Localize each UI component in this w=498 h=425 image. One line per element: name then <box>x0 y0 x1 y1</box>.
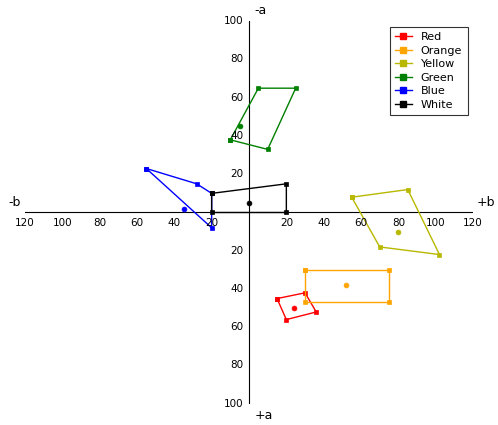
Text: 100: 100 <box>224 399 244 409</box>
Text: 100: 100 <box>426 218 446 228</box>
Text: 20: 20 <box>230 169 244 179</box>
Text: -b: -b <box>9 196 21 209</box>
Text: 40: 40 <box>230 131 244 141</box>
Text: 80: 80 <box>93 218 106 228</box>
Text: 40: 40 <box>230 284 244 294</box>
Text: -a: -a <box>254 4 267 17</box>
Text: 100: 100 <box>52 218 72 228</box>
Text: 120: 120 <box>15 218 35 228</box>
Text: 40: 40 <box>317 218 330 228</box>
Text: 120: 120 <box>463 218 483 228</box>
Text: 100: 100 <box>224 16 244 26</box>
Text: 60: 60 <box>230 322 244 332</box>
Text: +b: +b <box>477 196 496 209</box>
Text: 80: 80 <box>392 218 405 228</box>
Text: 20: 20 <box>280 218 293 228</box>
Text: +a: +a <box>254 409 273 422</box>
Text: 80: 80 <box>230 360 244 371</box>
Text: 60: 60 <box>130 218 143 228</box>
Text: 20: 20 <box>230 246 244 256</box>
Text: 40: 40 <box>168 218 181 228</box>
Text: 60: 60 <box>230 93 244 103</box>
Legend: Red, Orange, Yellow, Green, Blue, White: Red, Orange, Yellow, Green, Blue, White <box>389 27 468 115</box>
Text: 60: 60 <box>355 218 368 228</box>
Text: 20: 20 <box>205 218 218 228</box>
Text: 80: 80 <box>230 54 244 65</box>
